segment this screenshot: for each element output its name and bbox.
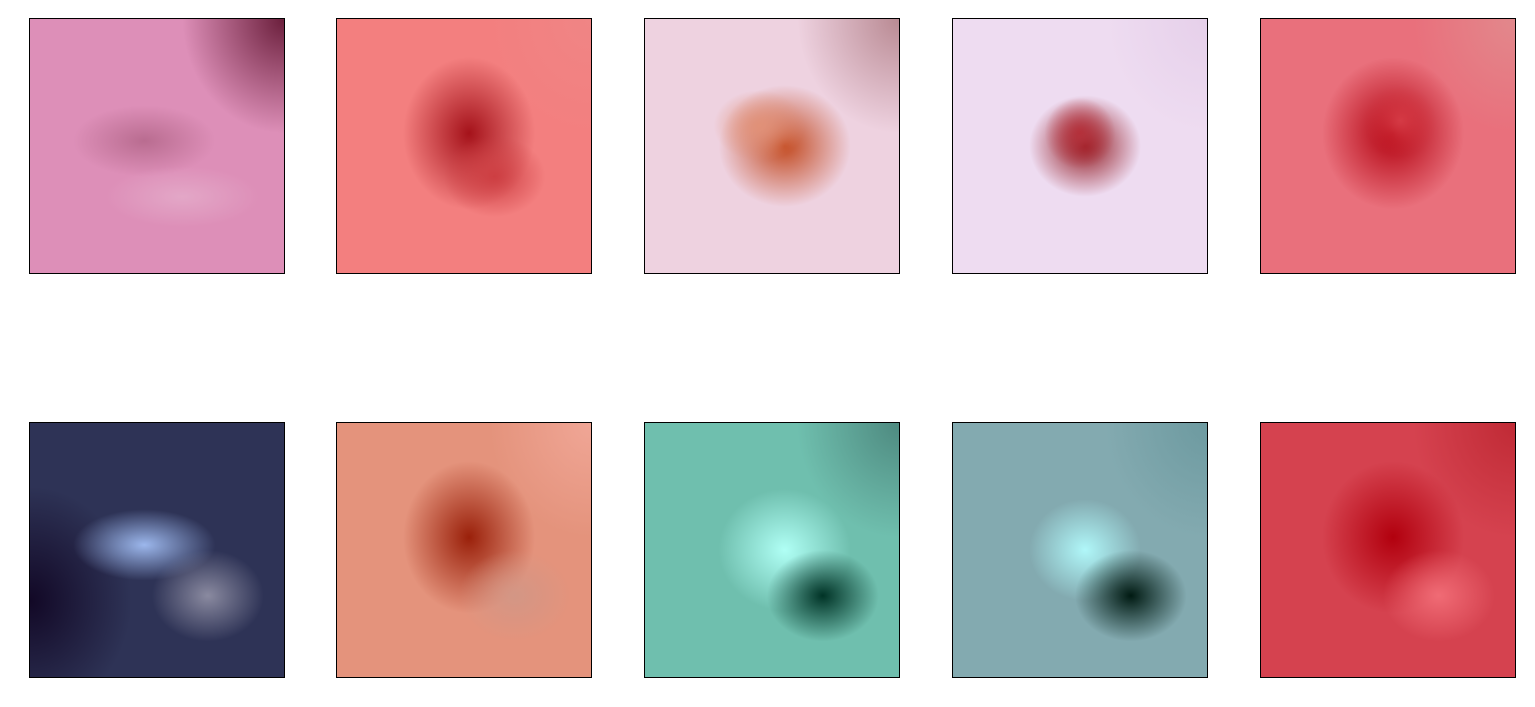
- skin-lesion-image-3: [644, 18, 900, 274]
- skin-lesion-image-4: [952, 18, 1208, 274]
- feature-map-3: [644, 422, 900, 678]
- feature-map-1: [29, 422, 285, 678]
- skin-lesion-image-2: [336, 18, 592, 274]
- skin-lesion-image-5: [1260, 18, 1516, 274]
- skin-lesion-image-1: [29, 18, 285, 274]
- feature-map-4: [952, 422, 1208, 678]
- feature-map-2: [336, 422, 592, 678]
- feature-map-5: [1260, 422, 1516, 678]
